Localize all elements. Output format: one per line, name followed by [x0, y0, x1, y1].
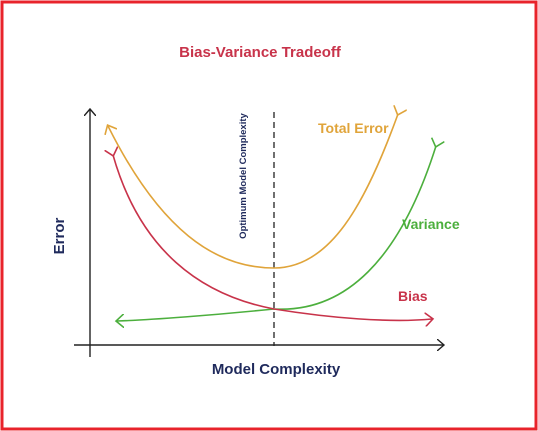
- variance-curve: [117, 146, 436, 321]
- diagram-title: Bias-Variance Tradeoff: [179, 44, 342, 61]
- bias-label: Bias: [398, 288, 428, 304]
- total-error-curve: [108, 114, 398, 269]
- total-error-label: Total Error: [318, 120, 389, 136]
- optimum-label: Optimum Model Complexity: [238, 112, 249, 238]
- x-axis-label: Model Complexity: [212, 361, 341, 378]
- variance-label: Variance: [402, 216, 460, 232]
- bias-curve: [113, 155, 432, 320]
- y-axis-label: Error: [51, 218, 68, 255]
